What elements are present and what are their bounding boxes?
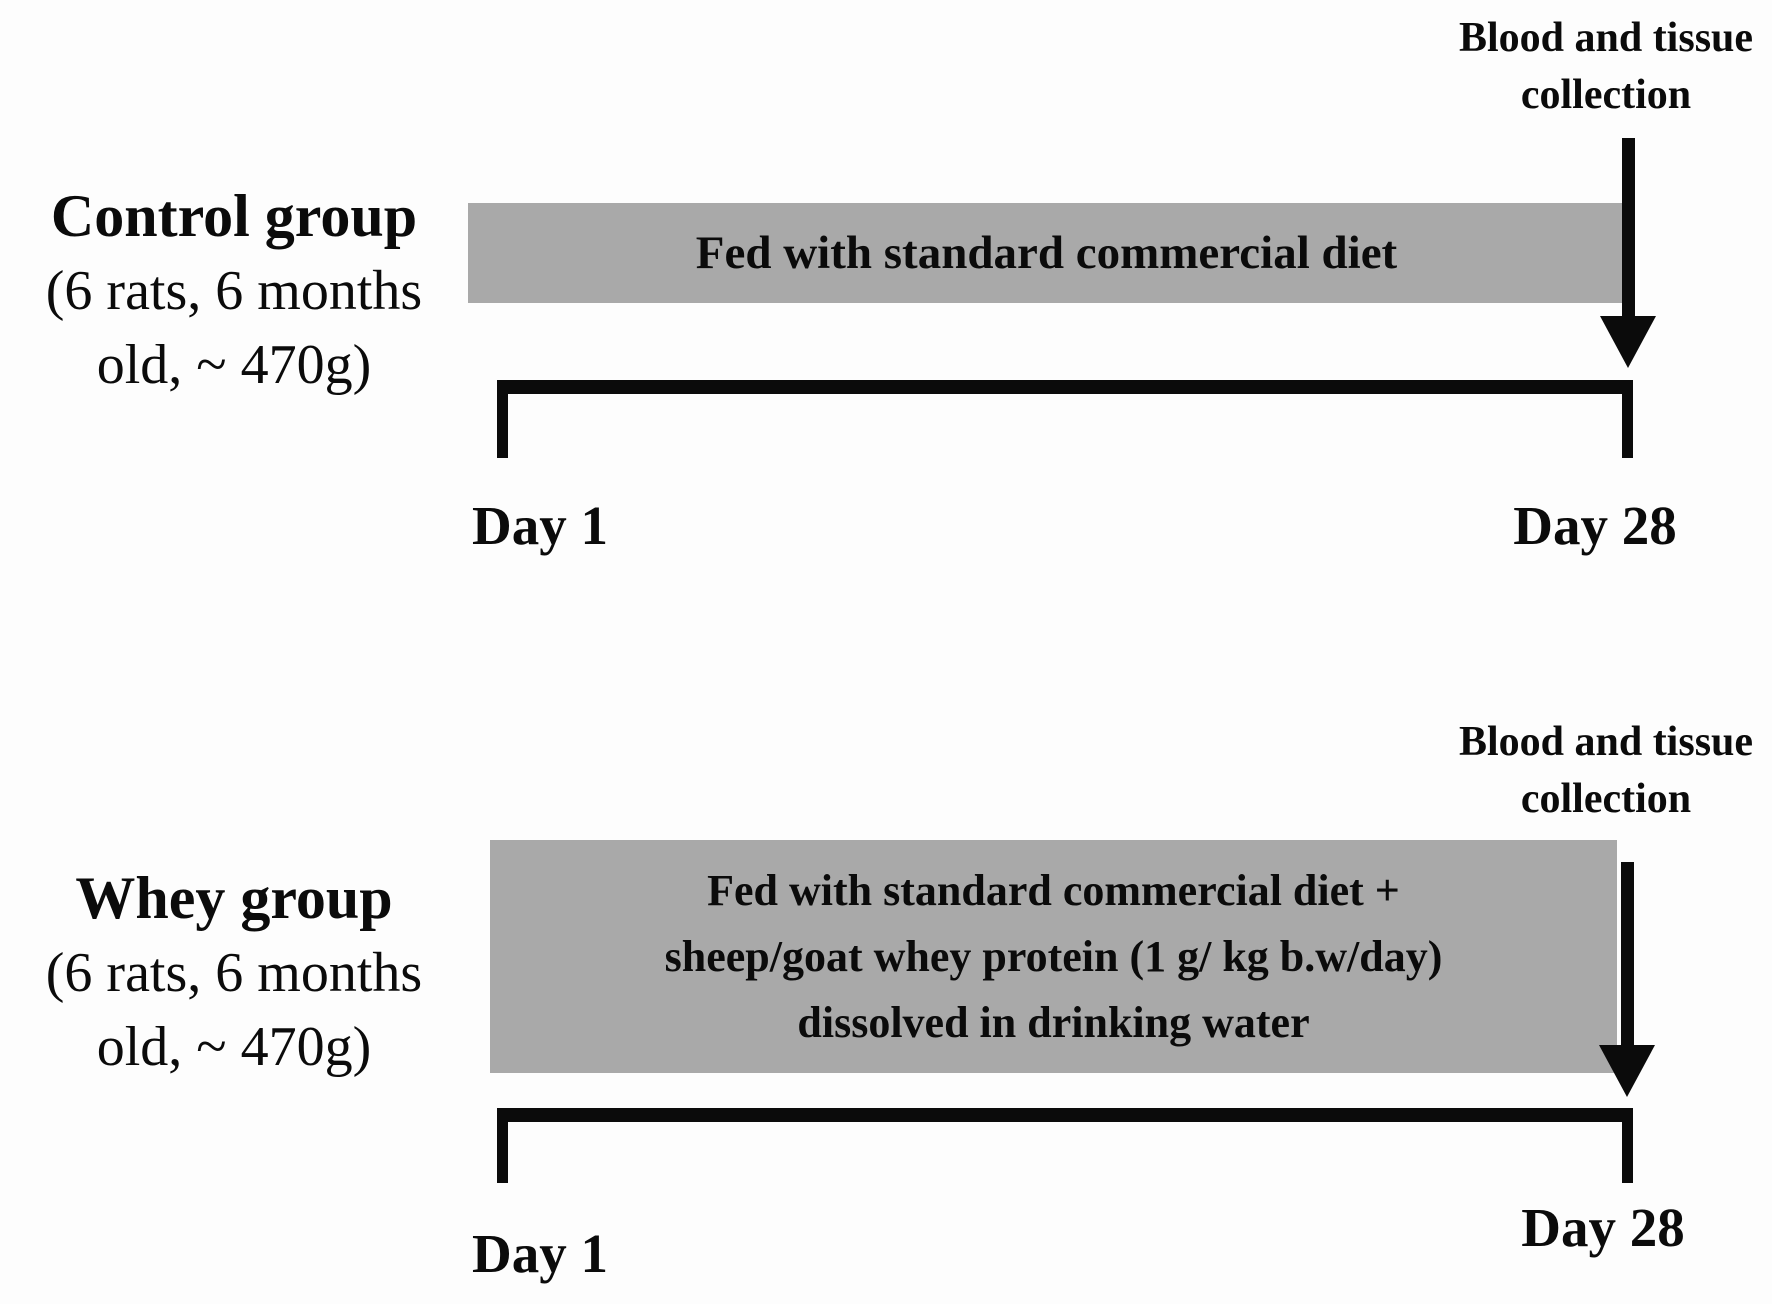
whey-diet-text-3: dissolved in drinking water (797, 997, 1310, 1047)
control-group-detail-2: old, ~ 470g) (96, 334, 372, 396)
control-group-title: Control group (50, 183, 418, 249)
whey-diet-bar: Fed with standard commercial diet + shee… (490, 840, 1617, 1073)
annotation-line-2: collection (1520, 72, 1692, 118)
control-diet-text: Fed with standard commercial diet (695, 227, 1398, 279)
annotation-line-2: collection (1520, 776, 1692, 822)
control-day1-label: Day 1 (472, 495, 608, 556)
control-timeline-bracket (497, 380, 1633, 458)
control-group-label: Control group (6 rats, 6 months old, ~ 4… (8, 178, 460, 402)
control-collection-annotation: Blood and tissue collection (1440, 10, 1772, 124)
control-arrow-down-icon (1600, 316, 1656, 368)
whey-arrow-down-icon (1599, 1045, 1655, 1097)
whey-day1-label: Day 1 (472, 1223, 608, 1284)
whey-diet-text-1: Fed with standard commercial diet + (707, 865, 1400, 915)
whey-group-label: Whey group (6 rats, 6 months old, ~ 470g… (8, 860, 460, 1084)
annotation-line-1: Blood and tissue (1458, 719, 1754, 765)
annotation-line-1: Blood and tissue (1458, 15, 1754, 61)
control-day28-label: Day 28 (1513, 495, 1677, 556)
whey-day28-label: Day 28 (1521, 1197, 1685, 1258)
whey-group-title: Whey group (75, 865, 393, 931)
whey-group-detail-1: (6 rats, 6 months (45, 942, 423, 1004)
whey-group-detail-2: old, ~ 470g) (96, 1016, 372, 1078)
control-collection-arrow-shaft (1622, 138, 1635, 318)
whey-diet-text-2: sheep/goat whey protein (1 g/ kg b.w/day… (664, 931, 1443, 981)
control-diet-bar: Fed with standard commercial diet (468, 203, 1625, 303)
whey-collection-arrow-shaft (1621, 862, 1634, 1047)
control-group-detail-1: (6 rats, 6 months (45, 260, 423, 322)
whey-collection-annotation: Blood and tissue collection (1440, 714, 1772, 828)
whey-timeline-bracket (497, 1108, 1633, 1183)
